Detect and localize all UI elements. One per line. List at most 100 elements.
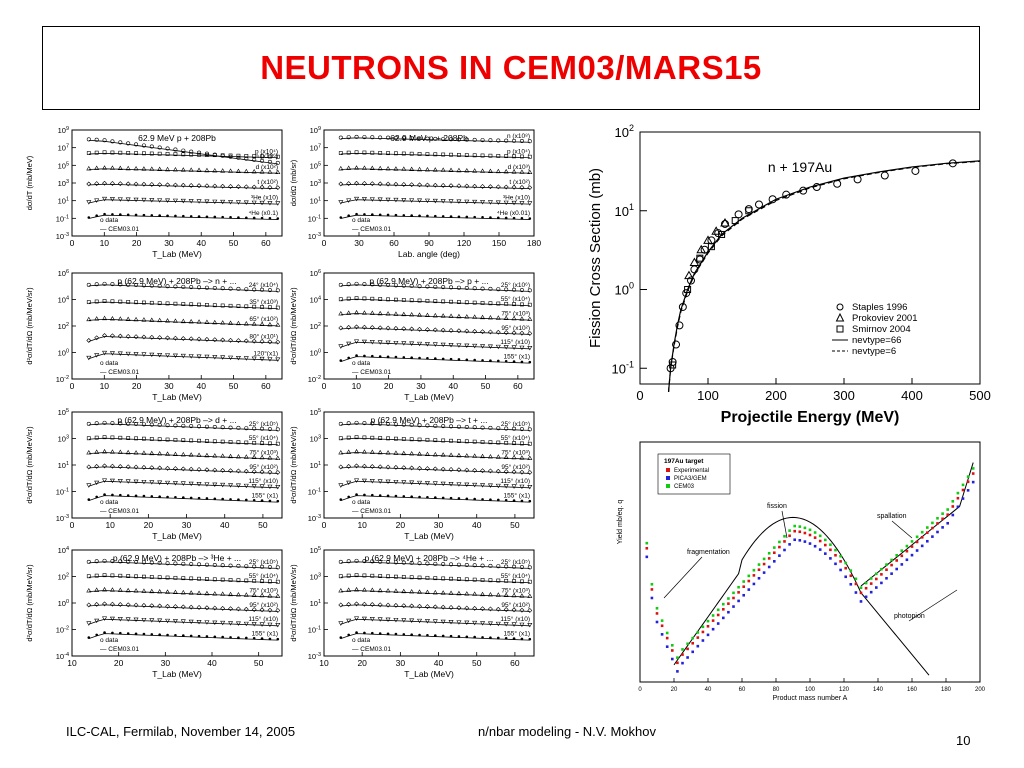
data-point (94, 150, 99, 155)
data-point (361, 310, 367, 315)
data-point (228, 563, 233, 568)
data-point (361, 478, 367, 484)
data-point (149, 575, 154, 579)
series-label: 155° (x1) (252, 492, 278, 500)
data-point (220, 439, 225, 444)
data-point (259, 356, 265, 362)
data-point (188, 466, 194, 472)
data-point (650, 582, 654, 586)
data-point (417, 166, 423, 172)
x-tick-label: 50 (254, 658, 264, 668)
data-point (134, 151, 138, 156)
data-point (778, 540, 781, 544)
annotation-label: spallation (877, 513, 907, 520)
data-point (488, 153, 493, 158)
data-point (911, 166, 920, 175)
data-point (464, 563, 469, 568)
data-point (142, 574, 146, 579)
data-point (172, 318, 178, 323)
series-label: p (x10⁴) (255, 148, 278, 155)
data-point (767, 565, 771, 569)
data-point (275, 623, 281, 628)
data-point (441, 562, 446, 567)
data-point (347, 214, 350, 218)
data-point (267, 321, 273, 327)
data-point (417, 618, 423, 624)
data-point (157, 151, 162, 156)
data-point (426, 356, 429, 360)
data-point (172, 166, 178, 172)
data-point (417, 465, 422, 471)
data-point (401, 326, 407, 332)
data-point (369, 340, 375, 345)
data-point (409, 298, 414, 303)
data-point (440, 452, 446, 457)
data-point (393, 325, 399, 331)
data-point (347, 495, 350, 499)
data-point (527, 154, 532, 159)
data-point (228, 184, 233, 189)
data-point (527, 565, 532, 570)
data-point (808, 528, 812, 532)
data-point (361, 339, 367, 345)
data-point (165, 603, 170, 609)
data-point (409, 151, 414, 156)
data-point (236, 153, 241, 158)
data-point (393, 602, 399, 608)
data-point (346, 296, 351, 301)
data-point (236, 468, 241, 474)
data-point (377, 479, 383, 484)
x-tick-label: 30 (161, 658, 171, 668)
data-point (110, 601, 115, 607)
y-tick-label: 10-3 (308, 514, 321, 523)
data-point (441, 424, 446, 429)
data-point (260, 287, 265, 292)
data-point (354, 601, 359, 607)
x-tick-label: 300 (833, 388, 855, 403)
data-point (157, 166, 163, 171)
data-point (86, 181, 92, 187)
data-point (369, 197, 375, 202)
data-point (260, 564, 265, 569)
data-point (236, 578, 241, 583)
data-point (117, 351, 123, 356)
data-point (338, 165, 344, 171)
data-point (418, 214, 421, 218)
data-point (824, 543, 827, 547)
data-point (158, 633, 161, 636)
legend-data: o data (352, 217, 370, 224)
data-point (228, 303, 233, 308)
chart-angular: 0 30 60 90 120 150 180 10-3 10-1 101 103 105 107 109 6… (286, 122, 544, 262)
data-point (149, 300, 154, 305)
x-axis-label: T_Lab (MeV) (404, 669, 454, 679)
data-point (189, 496, 193, 500)
data-point (503, 454, 509, 460)
data-point (650, 588, 654, 591)
data-point (149, 437, 154, 441)
data-point (425, 327, 430, 333)
data-point (189, 576, 194, 581)
data-point (338, 436, 343, 441)
data-point (519, 139, 524, 144)
x-tick-label: 20 (132, 238, 142, 248)
data-point (213, 215, 217, 219)
series-curve (88, 353, 278, 361)
data-point (961, 488, 965, 492)
data-point (401, 283, 406, 288)
data-point (205, 215, 209, 219)
data-point (243, 321, 249, 326)
series-curve (88, 301, 278, 310)
data-point (346, 165, 352, 170)
data-point (95, 633, 98, 637)
data-point (394, 151, 398, 156)
x-axis-label: T_Lab (MeV) (404, 392, 454, 402)
data-point (527, 169, 533, 174)
data-point (711, 627, 715, 631)
data-point (354, 296, 359, 301)
data-point (385, 325, 391, 331)
data-point (142, 300, 146, 305)
series-curve (340, 341, 530, 350)
data-point (393, 311, 399, 316)
series-line (667, 160, 981, 393)
data-point (401, 480, 407, 485)
